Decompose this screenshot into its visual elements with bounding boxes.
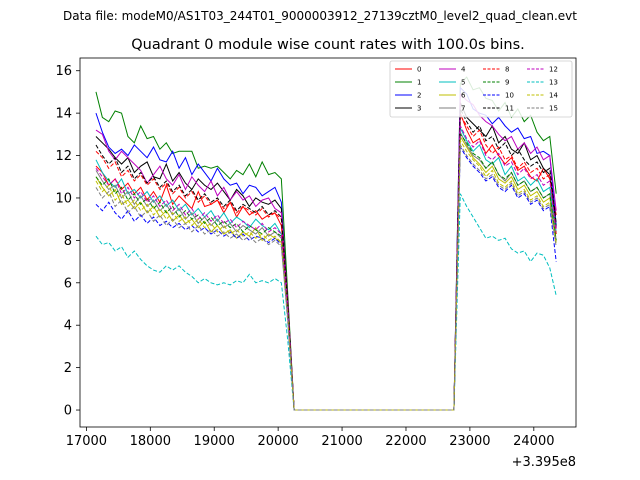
x-tick-label: 21000 <box>321 434 362 449</box>
figure-suptitle: Data file: modeM0/AS1T03_244T01_90000039… <box>63 9 577 23</box>
legend-label-6: 6 <box>461 92 466 100</box>
x-tick-label: 20000 <box>257 434 298 449</box>
y-axis: 0 2 4 6 8 10 12 14 16 <box>55 64 80 419</box>
x-axis: 17000 18000 19000 20000 21000 22000 23000 24000 <box>66 427 554 449</box>
legend-label-3: 3 <box>417 105 421 113</box>
legend-label-8: 8 <box>505 66 509 74</box>
legend-label-12: 12 <box>549 66 558 74</box>
y-tick-label: 2 <box>64 361 72 376</box>
plot-area: 17000 18000 19000 20000 21000 22000 23000 24000… <box>55 57 577 449</box>
y-tick-label: 0 <box>64 404 72 419</box>
legend-label-1: 1 <box>417 79 421 87</box>
legend-label-10: 10 <box>505 92 514 100</box>
plot-background <box>80 58 576 427</box>
series-line-15 <box>95 143 557 411</box>
x-tick-label: 18000 <box>130 434 171 449</box>
y-tick-label: 4 <box>64 319 72 334</box>
y-tick-label: 12 <box>55 149 72 164</box>
legend-label-7: 7 <box>461 105 465 113</box>
plot-frame <box>79 57 577 428</box>
x-axis-offset-label: +3.395e8 <box>512 455 576 470</box>
legend-label-13: 13 <box>549 79 558 87</box>
x-tick-label: 23000 <box>449 434 490 449</box>
legend-label-14: 14 <box>549 92 558 100</box>
y-tick-label: 6 <box>64 276 72 291</box>
x-tick-label: 19000 <box>194 434 235 449</box>
x-tick-label: 22000 <box>385 434 426 449</box>
series-line-14 <box>95 138 557 411</box>
series-layer <box>95 76 557 411</box>
y-tick-label: 16 <box>55 64 72 79</box>
y-tick-label: 10 <box>55 191 72 206</box>
legend-label-11: 11 <box>505 105 514 113</box>
legend-label-0: 0 <box>417 66 421 74</box>
chart-title: Quadrant 0 module wise count rates with … <box>131 37 525 53</box>
x-tick-label: 24000 <box>513 434 554 449</box>
legend-frame <box>389 60 573 118</box>
y-tick-label: 14 <box>55 107 72 122</box>
legend-label-4: 4 <box>461 66 466 74</box>
legend-label-15: 15 <box>549 105 558 113</box>
y-tick-label: 8 <box>64 234 72 249</box>
x-tick-label: 17000 <box>66 434 107 449</box>
legend-label-2: 2 <box>417 92 421 100</box>
legend-label-5: 5 <box>461 79 465 87</box>
legend-label-9: 9 <box>505 79 509 87</box>
